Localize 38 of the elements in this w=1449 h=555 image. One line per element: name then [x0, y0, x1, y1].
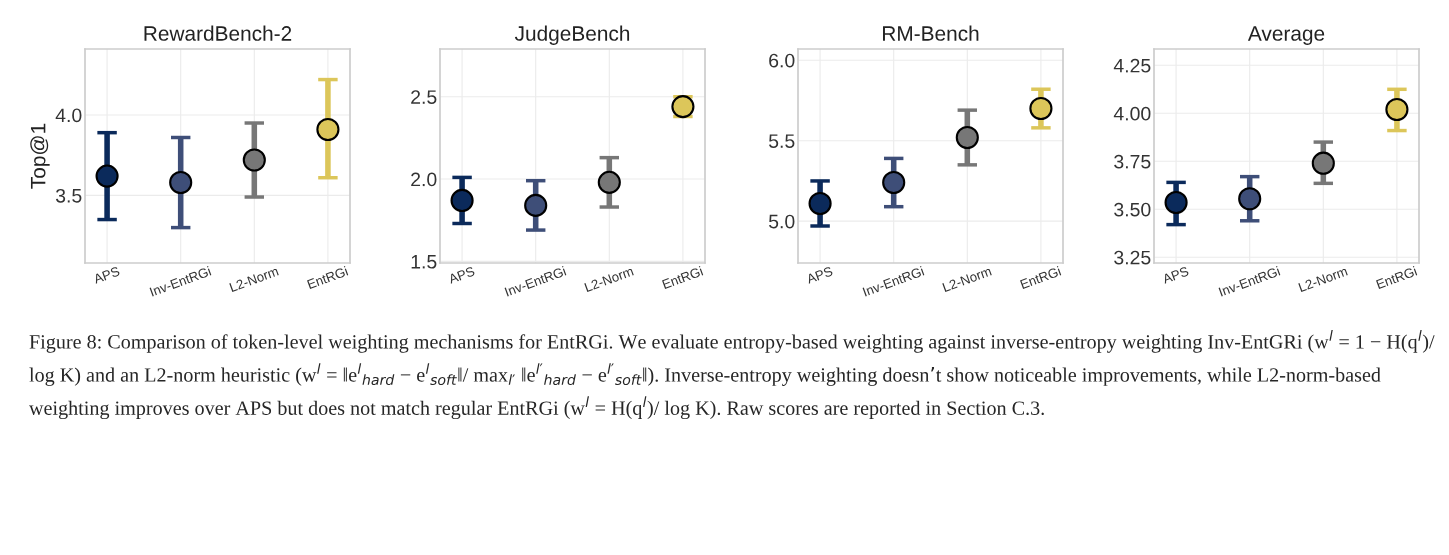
- point: [1029, 96, 1053, 121]
- y-tick-label: 1.5: [411, 255, 437, 269]
- y-tick-label: 4.25: [1113, 58, 1151, 73]
- chart-title: RM-Bench: [883, 25, 979, 41]
- x-tick-label: APS: [92, 266, 121, 284]
- point: [316, 117, 340, 142]
- y-axis-title: Top@1: [30, 123, 50, 189]
- point: [95, 164, 119, 188]
- point: [169, 170, 193, 195]
- point: [808, 191, 832, 216]
- x-tick-label: APS: [447, 266, 476, 284]
- chart-title: RewardBench-2: [144, 25, 292, 41]
- point: [1385, 97, 1409, 122]
- point: [1164, 190, 1188, 215]
- text: Figure 8: Comparison of token-level weighting mechanisms for EntRGi. We evaluate entropy-based weighting against inverse-entropy weighting Inv-EntGRi (w$^{l}$ = 1 − H(q$^{l}$)/ log K) and an L2-norm heuristic (w$^{l}$ = ‖e$^{l}$$_{hard}$ − e$^{l}$$_{soft}$‖/ max$_{l′}$ ‖e$^{l′}$$_{hard}$ − e$^{l′}$$_{soft}$‖). Inverse-entropy weighting doesn’t show noticeable improvements, while L2-norm-based weighting improves over APS but does not match regular EntRGi (w$^{l}$ = H(q$^{l}$)/ log K). Raw scores are reported in Section C.3.: [29, 330, 1435, 420]
- y-tick-label: 2.0: [411, 172, 437, 187]
- y-tick-label: 2.5: [411, 90, 437, 104]
- y-tick-label: 4.0: [55, 108, 82, 123]
- point: [524, 193, 548, 217]
- y-tick-label: 5.5: [768, 134, 795, 148]
- y-tick-label: 3.5: [55, 188, 82, 203]
- point: [955, 125, 979, 150]
- chart-title: JudgeBench: [514, 25, 630, 45]
- y-tick-label: 3.50: [1114, 202, 1151, 217]
- x-tick-label: APS: [1161, 266, 1190, 284]
- y-tick-label: 6.0: [769, 53, 795, 68]
- chart-title: Average: [1247, 26, 1325, 45]
- y-tick-label: 3.75: [1114, 154, 1151, 169]
- point: [450, 188, 474, 213]
- point: [882, 170, 906, 195]
- point: [1311, 151, 1335, 175]
- point: [1238, 187, 1262, 211]
- point: [597, 170, 621, 194]
- y-tick-label: 3.25: [1114, 250, 1151, 265]
- x-tick-label: APS: [805, 266, 834, 284]
- point: [242, 148, 266, 172]
- y-tick-label: 4.00: [1113, 106, 1151, 121]
- y-tick-label: 5.0: [768, 214, 795, 229]
